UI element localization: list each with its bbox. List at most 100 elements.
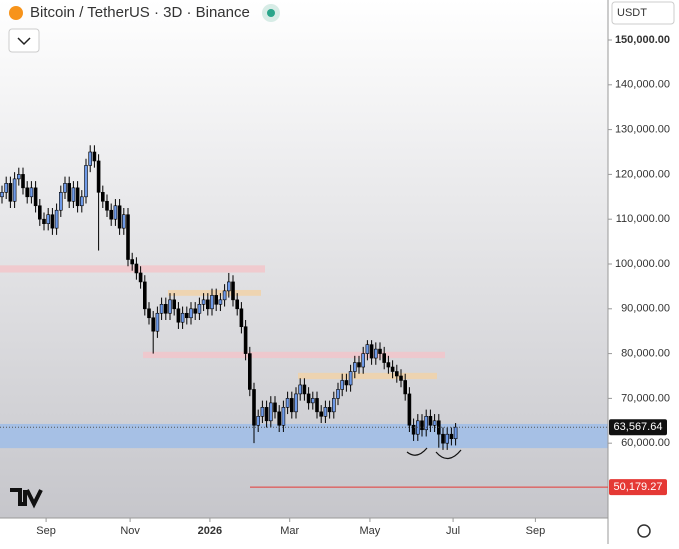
- candle-body: [348, 371, 353, 386]
- candle-body: [302, 384, 307, 395]
- candle-body: [361, 353, 366, 368]
- candle-body: [67, 183, 71, 202]
- x-tick-label: Mar: [280, 525, 299, 537]
- candle-body: [46, 214, 51, 224]
- logo: [10, 488, 43, 509]
- candle-body: [449, 433, 454, 440]
- y-tick-label: 140,000.00: [615, 79, 670, 91]
- candle-body: [327, 407, 332, 413]
- chevron-icon: [17, 37, 31, 46]
- candle-body: [126, 214, 130, 260]
- candle-body: [197, 304, 202, 314]
- y-tick-label: 150,000.00: [615, 34, 670, 46]
- candle-body: [206, 299, 210, 310]
- candle-body: [227, 281, 231, 292]
- candle-body: [33, 187, 38, 207]
- candle-body: [151, 317, 155, 332]
- candle-body: [407, 393, 412, 426]
- candle-body: [445, 433, 450, 444]
- candle-body: [231, 281, 235, 301]
- candle-body: [143, 281, 147, 310]
- candle-body: [88, 151, 92, 166]
- candle-body: [80, 196, 84, 207]
- zone: [168, 289, 261, 296]
- candle-body: [159, 304, 164, 314]
- candle-body: [260, 407, 265, 417]
- candle-body: [336, 389, 340, 399]
- candle-body: [331, 398, 336, 413]
- candle-body: [54, 209, 59, 229]
- candle-body: [243, 326, 248, 354]
- y-tick-label: 110,000.00: [616, 213, 670, 225]
- candle-body: [310, 398, 315, 404]
- candle-body: [29, 187, 34, 198]
- candle-body: [109, 209, 113, 220]
- candle-body: [101, 192, 105, 202]
- candle-body: [281, 407, 286, 426]
- currency-label: USDT: [617, 7, 647, 19]
- candle-body: [369, 344, 374, 359]
- candle-body: [75, 187, 80, 207]
- candle-body: [285, 398, 290, 408]
- candle-body: [264, 407, 269, 422]
- candle-body: [63, 183, 67, 193]
- candle-body: [218, 299, 223, 305]
- candle-body: [8, 183, 13, 202]
- x-tick-label: Sep: [36, 525, 56, 537]
- candle-body: [113, 205, 118, 220]
- candle-body: [453, 426, 458, 440]
- candle-body: [138, 272, 143, 283]
- currency-button[interactable]: [611, 1, 675, 25]
- candle-body: [210, 295, 214, 310]
- price-tag-label: 50,179.27: [614, 481, 663, 493]
- candle-body: [122, 214, 126, 229]
- candle-body: [155, 312, 160, 332]
- candle-body: [248, 353, 252, 390]
- candle-body: [378, 348, 382, 354]
- x-tick-label: Sep: [526, 525, 546, 537]
- candle-body: [185, 312, 189, 319]
- candle-body: [365, 344, 370, 354]
- candle-body: [58, 192, 63, 211]
- candle-body: [42, 218, 46, 224]
- candle-body: [12, 178, 17, 202]
- candle-body: [273, 402, 277, 413]
- candle-body: [373, 348, 378, 359]
- annotation-arc: [406, 447, 462, 460]
- candle-body: [222, 290, 227, 301]
- x-tick-label: 2026: [198, 525, 222, 537]
- candle-body: [0, 192, 4, 198]
- candle-body: [239, 308, 244, 328]
- candle-body: [256, 416, 261, 426]
- candle-body: [315, 398, 319, 413]
- zone: [143, 351, 445, 359]
- y-tick-label: 120,000.00: [615, 168, 670, 180]
- settings-icon[interactable]: [637, 524, 651, 538]
- y-tick-label: 90,000.00: [621, 303, 670, 315]
- candle-body: [96, 160, 101, 193]
- candle-body: [25, 187, 30, 198]
- candle-body: [403, 380, 408, 395]
- y-tick-label: 100,000.00: [615, 258, 670, 270]
- candle-body: [168, 299, 172, 314]
- candle-body: [441, 433, 445, 444]
- x-tick-label: Nov: [120, 525, 140, 537]
- candle-body: [252, 389, 256, 426]
- candle-body: [147, 308, 151, 319]
- candle-body: [4, 183, 8, 193]
- candle-body: [411, 424, 416, 435]
- candle-body: [394, 371, 399, 377]
- candle-body: [37, 205, 42, 220]
- candle-body: [235, 299, 239, 310]
- candle-body: [201, 299, 206, 305]
- candle-body: [357, 362, 361, 368]
- price-tag-label: 63,567.64: [614, 421, 663, 433]
- candle-body: [277, 411, 282, 426]
- candle-body: [16, 174, 21, 180]
- price-tag: [609, 479, 667, 496]
- collapse-button[interactable]: [8, 28, 40, 53]
- x-tick-label: May: [360, 525, 381, 537]
- candle-body: [306, 393, 311, 404]
- candle-body: [294, 393, 298, 413]
